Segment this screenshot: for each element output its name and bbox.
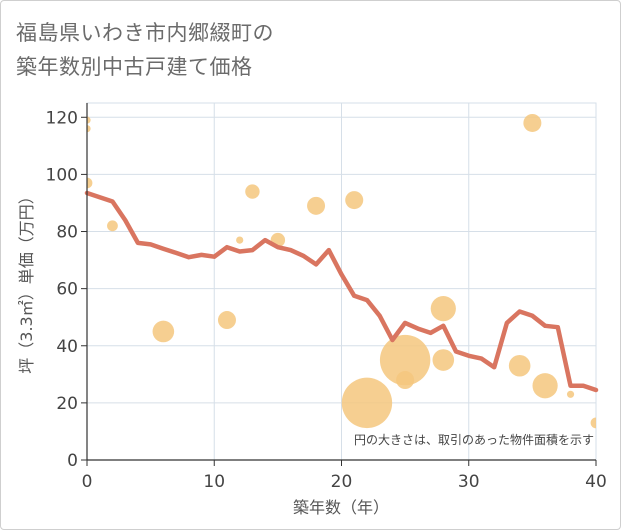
title-line-2: 築年数別中古戸建て価格 [16, 55, 253, 79]
x-tick-label: 40 [585, 472, 607, 492]
y-tick-label: 20 [56, 394, 78, 414]
bubble-point [87, 125, 91, 133]
average-price-line [84, 190, 599, 393]
y-tick-label: 80 [56, 223, 78, 243]
axes: 0 10 20 30 40 0 20 40 60 80 100 120 [46, 103, 607, 492]
size-annotation: 円の大きさは、取引のあった物件面積を示す [354, 432, 594, 447]
bubble-point [396, 371, 415, 390]
bubble-point [345, 191, 364, 210]
bubble-point [379, 334, 431, 386]
y-tick-label: 100 [46, 165, 78, 185]
bubble-point [432, 349, 455, 371]
title-line-1: 福島県いわき市内郷綴町の [16, 21, 274, 45]
bubble-point [590, 417, 596, 429]
x-axis-label: 築年数（年） [293, 498, 389, 517]
bubble-point [523, 113, 542, 132]
x-tick-label: 30 [458, 472, 480, 492]
bubble-point [307, 196, 326, 215]
x-tick-label: 20 [331, 472, 353, 492]
chart-title: 福島県いわき市内郷綴町の 築年数別中古戸建て価格 [16, 16, 274, 84]
bubble-point [87, 177, 93, 189]
bubble-point [341, 377, 393, 429]
line-layer [84, 190, 599, 393]
x-tick-label: 10 [203, 472, 225, 492]
bubble-point [236, 236, 244, 244]
bubble-point [107, 220, 118, 232]
y-tick-label: 120 [46, 108, 78, 128]
y-tick-label: 40 [56, 337, 78, 357]
grid [86, 102, 597, 461]
y-tick-label: 0 [67, 451, 78, 471]
x-tick-label: 0 [82, 472, 93, 492]
bubble-point [87, 116, 91, 124]
bubble-point [566, 390, 575, 398]
bubble-layer [87, 113, 596, 429]
bubble-point [430, 296, 456, 322]
bubble-point [152, 320, 175, 343]
bubble-point [532, 373, 558, 399]
y-tick-label: 60 [56, 280, 78, 300]
y-axis-label: 坪（3.3㎡）単価（万円） [17, 188, 36, 373]
bubble-point [217, 311, 236, 330]
bubble-point [508, 354, 531, 377]
bubble-point [245, 184, 260, 199]
